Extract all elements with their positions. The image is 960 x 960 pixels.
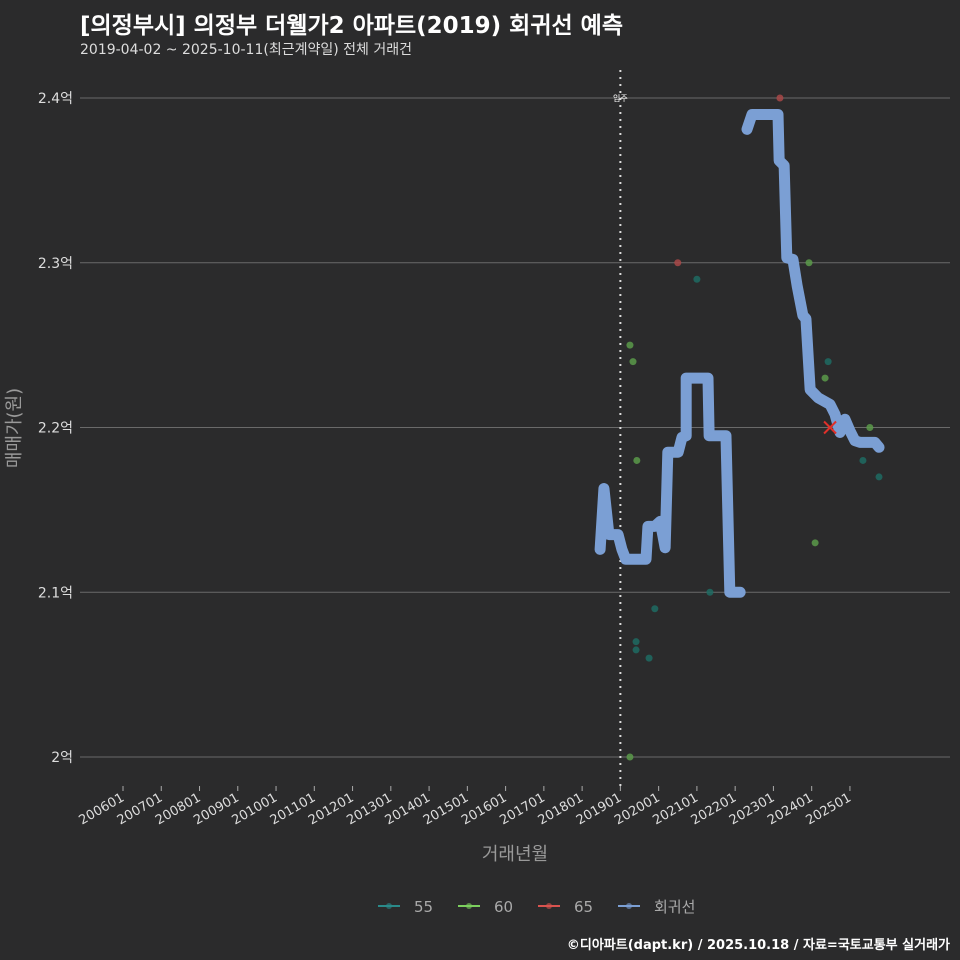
legend-label: 55 (414, 898, 433, 916)
chart-subtitle: 2019-04-02 ~ 2025-10-11(최근계약일) 전체 거래건 (80, 42, 412, 58)
point-60 (866, 424, 874, 431)
regression-line (741, 108, 885, 453)
legend-dot (626, 903, 632, 909)
point-60 (626, 753, 634, 761)
regression-line (594, 372, 746, 598)
point-60 (811, 539, 819, 547)
y-tick-label: 2.2억 (38, 421, 73, 437)
legend-label: 회귀선 (654, 898, 695, 916)
point-65 (776, 94, 784, 102)
move-in-label: 입주 (613, 94, 628, 103)
credit: ©디아파트(dapt.kr) / 2025.10.18 / 자료=국토교통부 실… (566, 938, 950, 953)
chart-title: [의정부시] 의정부 더웰가2 아파트(2019) 회귀선 예측 (80, 13, 623, 39)
point-60 (805, 259, 813, 267)
point-55 (693, 275, 701, 283)
point-60 (633, 456, 641, 464)
point-55 (875, 473, 883, 481)
x-axis-label: 거래년월 (482, 844, 548, 865)
point-55 (824, 358, 832, 366)
y-tick-label: 2.4억 (38, 91, 73, 107)
y-tick-label: 2.3억 (38, 256, 73, 272)
y-tick-label: 2억 (51, 750, 73, 766)
legend-label: 65 (574, 898, 593, 916)
point-60 (821, 374, 829, 382)
legend-label: 60 (494, 898, 513, 916)
point-60 (629, 358, 637, 366)
legend-dot (466, 903, 472, 909)
legend-dot (546, 903, 552, 909)
point-60 (626, 341, 634, 349)
legend-dot (386, 903, 392, 909)
point-55 (632, 646, 640, 654)
y-tick-label: 2.1억 (38, 585, 73, 601)
point-55 (706, 588, 714, 596)
point-55 (859, 456, 867, 464)
point-55 (632, 638, 640, 646)
point-55 (651, 605, 659, 613)
point-65 (674, 259, 682, 267)
point-55 (645, 654, 653, 662)
latest-marker-icon (823, 420, 837, 435)
y-axis-label: 매매가(원) (4, 388, 25, 468)
